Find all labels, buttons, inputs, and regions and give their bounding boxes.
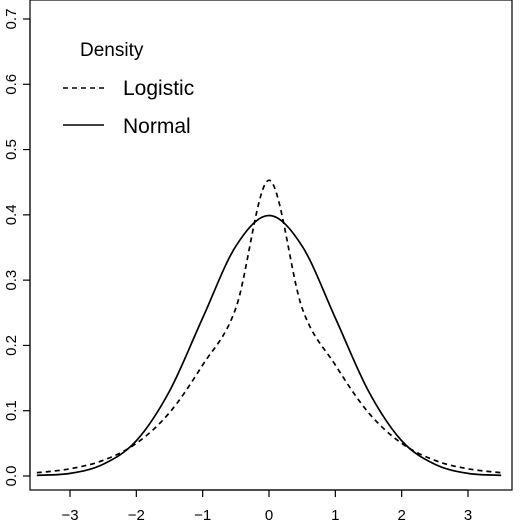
- series-line-logistic: [36, 179, 502, 474]
- series-layer: [36, 179, 502, 477]
- legend: Density Logistic Normal: [63, 40, 194, 138]
- y-tick-label: 0.4: [3, 204, 20, 225]
- plot-border: [29, 0, 513, 491]
- y-axis: 0.0 0.1 0.2 0.3 0.4 0.5 0.6 0.7: [3, 9, 31, 487]
- x-tick-label: 1: [331, 507, 339, 524]
- legend-title: Density: [80, 40, 144, 61]
- series-line-normal: [36, 214, 502, 477]
- y-tick-label: 0.2: [3, 335, 20, 356]
- y-tick-label: 0.0: [3, 466, 20, 487]
- x-tick-label: −3: [61, 507, 78, 524]
- x-axis: −3 −2 −1 0 1 2 3: [61, 489, 472, 524]
- y-tick-label: 0.3: [3, 270, 20, 291]
- legend-label-normal: Normal: [123, 115, 191, 138]
- y-tick-label: 0.5: [3, 139, 20, 160]
- y-tick-label: 0.1: [3, 400, 20, 421]
- y-tick-label: 0.7: [3, 9, 20, 30]
- y-tick-label: 0.6: [3, 74, 20, 95]
- x-tick-label: 0: [265, 507, 273, 524]
- x-tick-label: 2: [397, 507, 405, 524]
- x-tick-label: −1: [194, 507, 211, 524]
- plot-frame: [29, 0, 513, 491]
- x-tick-label: −2: [128, 507, 145, 524]
- legend-label-logistic: Logistic: [123, 77, 194, 100]
- x-tick-label: 3: [464, 507, 472, 524]
